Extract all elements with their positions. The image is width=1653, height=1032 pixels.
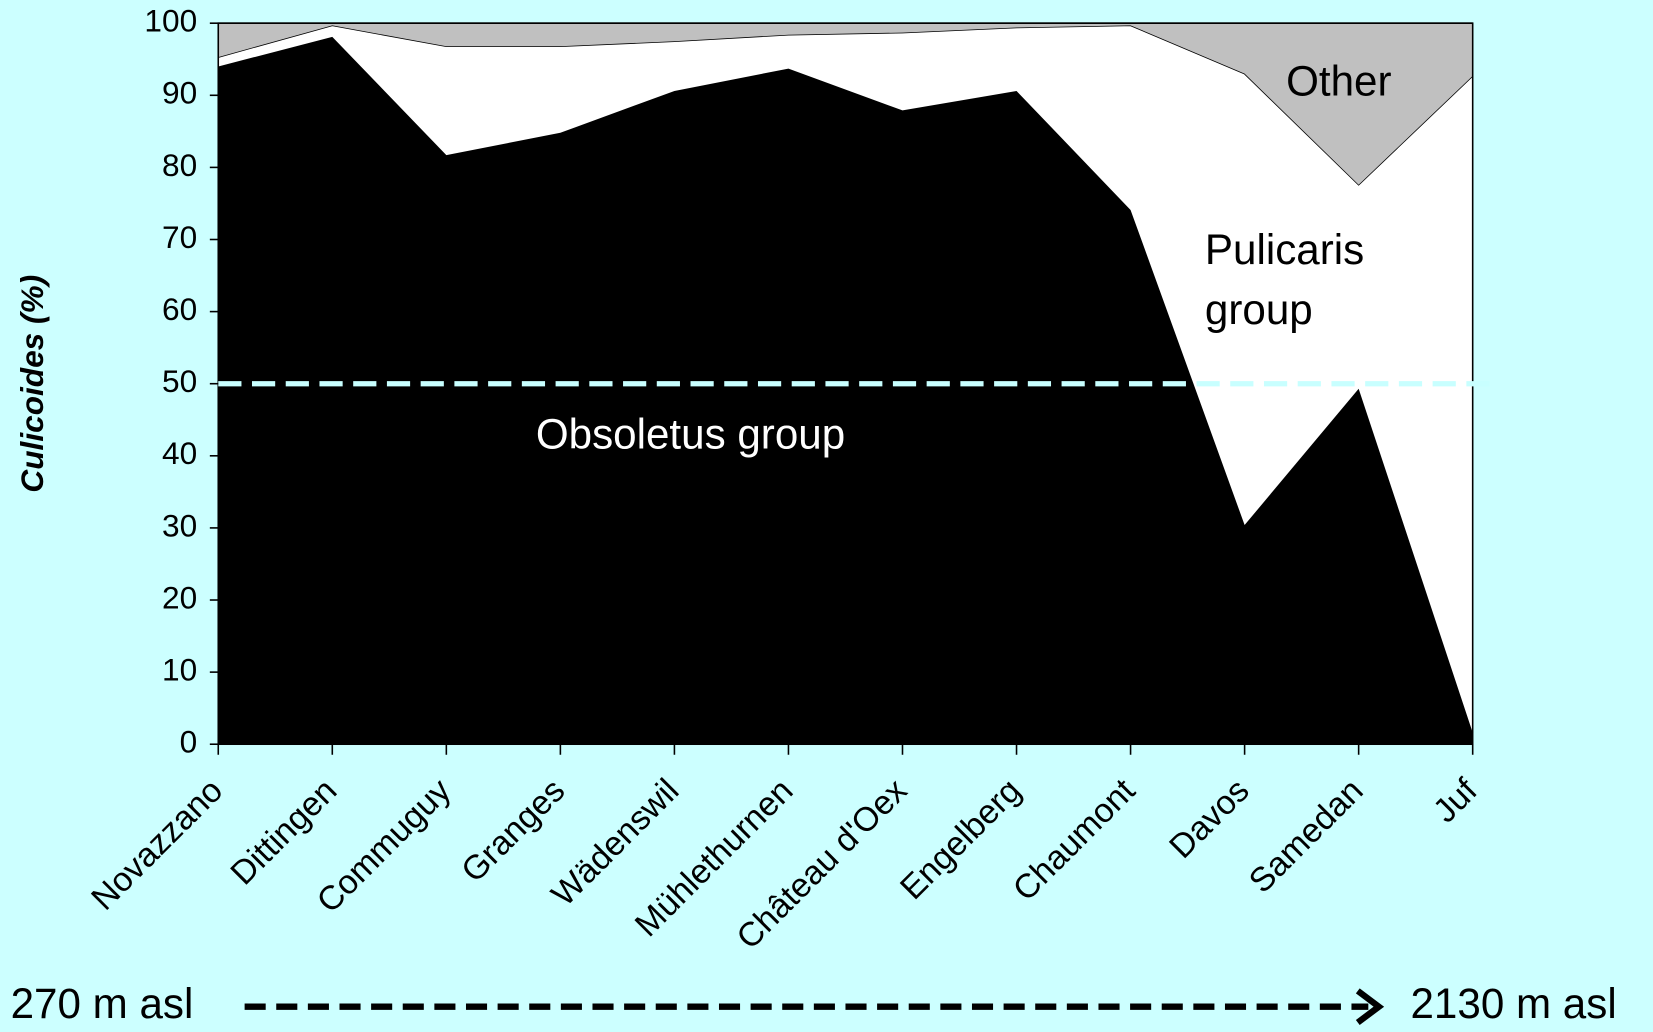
area bbox=[218, 23, 1473, 185]
arrow-head bbox=[1355, 988, 1385, 1026]
y-tick-label: 40 bbox=[162, 435, 197, 471]
y-tick-label: 20 bbox=[162, 579, 197, 615]
x-tick-label: Samedan bbox=[1242, 771, 1371, 900]
x-tick-label: Chaumont bbox=[1006, 771, 1143, 908]
series-label: Pulicaris group bbox=[1205, 226, 1364, 333]
altitude-end: 2130 m asl bbox=[1410, 980, 1616, 1027]
area-edge bbox=[218, 24, 1474, 186]
y-tick-label: 60 bbox=[162, 291, 197, 327]
y-tick-label: 70 bbox=[162, 219, 197, 255]
series-label: Obsoletus group bbox=[536, 411, 845, 458]
altitude-start: 270 m asl bbox=[11, 980, 194, 1027]
y-tick-label: 10 bbox=[162, 651, 197, 687]
x-tick-label: Dittingen bbox=[223, 771, 344, 892]
y-axis-label: Culicoides (%) bbox=[14, 275, 50, 493]
x-tick-label: Davos bbox=[1162, 771, 1256, 865]
series-label: Other bbox=[1286, 57, 1391, 104]
x-tick-label: Engelberg bbox=[893, 771, 1029, 907]
x-tick-label: Granges bbox=[454, 771, 572, 889]
area bbox=[218, 25, 1473, 733]
x-tick-label: Juf bbox=[1426, 771, 1485, 830]
y-tick-label: 90 bbox=[162, 75, 197, 111]
y-tick-label: 80 bbox=[162, 147, 197, 183]
y-tick-label: 30 bbox=[162, 507, 197, 543]
y-tick-label: 50 bbox=[162, 363, 197, 399]
x-tick-label: Novazzano bbox=[84, 771, 230, 917]
y-tick-label: 100 bbox=[144, 3, 197, 39]
y-tick-label: 0 bbox=[180, 724, 198, 760]
area bbox=[218, 36, 1473, 745]
